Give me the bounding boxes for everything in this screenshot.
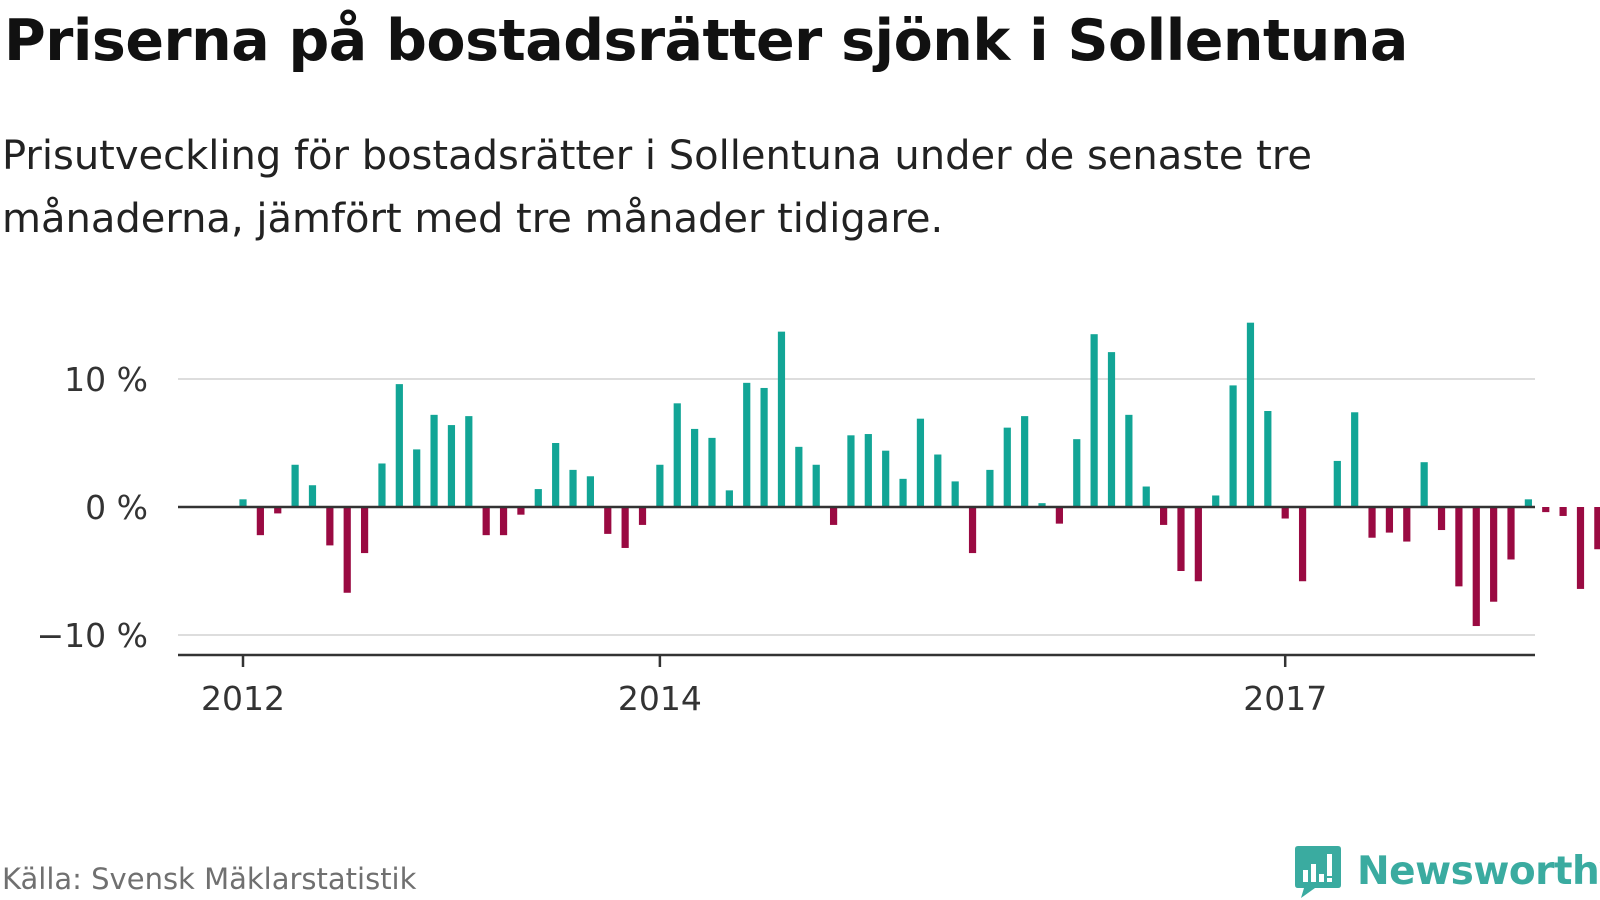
bar-positive (708, 437, 716, 507)
bar-negative (1177, 507, 1185, 571)
y-tick-label: −10 % (37, 616, 149, 655)
bar-positive (569, 469, 577, 507)
y-tick-label: 0 % (85, 488, 148, 527)
bar-positive (552, 443, 560, 507)
newsworthy-logo[interactable]: Newsworthy (1293, 843, 1600, 899)
bar-negative (1385, 507, 1394, 533)
bar-positive (1003, 427, 1011, 507)
newsworthy-chart-bubble-icon (1295, 846, 1341, 898)
bar-negative (1281, 507, 1289, 519)
bar-positive (760, 387, 768, 507)
bar-positive (777, 331, 786, 507)
bar-positive (1229, 385, 1237, 507)
bar-negative (1368, 507, 1376, 538)
bar-negative (343, 507, 351, 593)
bar-positive (899, 478, 907, 507)
bar-positive (725, 490, 733, 507)
bar-positive (951, 481, 959, 507)
bar-positive (795, 446, 803, 507)
bar-positive (864, 434, 872, 507)
bar-positive (656, 464, 664, 507)
x-tick-label: 2012 (201, 679, 285, 718)
bar-positive (1212, 495, 1220, 507)
bar-negative (1455, 507, 1463, 587)
bar-negative (517, 507, 525, 515)
bar-positive (673, 403, 681, 507)
bar-positive (1524, 499, 1532, 507)
bar-positive (986, 469, 994, 507)
bar-positive (239, 499, 247, 507)
bar-negative (1403, 507, 1411, 542)
bar-negative (256, 507, 264, 536)
bar-negative (1594, 507, 1600, 550)
bar-negative (1055, 507, 1063, 524)
bar-positive (743, 382, 751, 507)
bar-negative (1576, 507, 1585, 589)
bar-positive (1420, 462, 1428, 507)
bar-positive (1333, 460, 1341, 507)
bar-negative (482, 507, 490, 536)
chart-subtitle: Prisutveckling för bostadsrätter i Solle… (2, 133, 1312, 242)
bar-negative (621, 507, 629, 548)
bar-positive (1107, 352, 1116, 507)
bar-negative (604, 507, 612, 534)
bar-positive (413, 449, 421, 507)
bar-negative (1194, 507, 1202, 582)
bar-positive (1125, 414, 1133, 507)
x-tick-label: 2014 (618, 679, 702, 718)
bar-positive (1021, 416, 1029, 507)
bar-positive (534, 489, 542, 507)
bar-negative (638, 507, 647, 525)
bars (239, 322, 1600, 627)
bar-negative (1507, 507, 1515, 560)
brand-name: Newsworthy (1357, 848, 1600, 894)
bar-positive (1090, 334, 1098, 507)
bar-positive (934, 454, 942, 507)
bar-negative (1160, 507, 1168, 525)
bar-positive (847, 435, 855, 507)
bar-positive (1264, 411, 1272, 507)
source-note: Källa: Svensk Mäklarstatistik (2, 862, 417, 896)
bar-chart: 10 %0 %−10 %201220142017201920222024−5 % (37, 322, 1600, 718)
bar-positive (1038, 503, 1046, 507)
bar-negative (360, 507, 369, 554)
y-tick-label: 10 % (64, 360, 148, 399)
bar-positive (465, 416, 473, 507)
bar-positive (1142, 486, 1150, 507)
bar-negative (829, 507, 838, 525)
bar-positive (586, 476, 594, 507)
bar-positive (882, 450, 890, 507)
bar-negative (1472, 507, 1480, 627)
bar-positive (447, 425, 456, 507)
bar-positive (291, 464, 299, 507)
x-tick-label: 2017 (1243, 679, 1327, 718)
bar-positive (691, 428, 699, 507)
bar-positive (916, 418, 925, 507)
bar-positive (1351, 412, 1359, 507)
bar-negative (499, 507, 508, 536)
bar-positive (395, 384, 403, 507)
bar-negative (326, 507, 334, 546)
chart-title: Priserna på bostadsrätter sjönk i Sollen… (4, 8, 1408, 74)
gridlines (178, 378, 1535, 636)
bar-negative (1559, 507, 1567, 516)
bar-positive (378, 463, 386, 507)
bar-negative (274, 507, 282, 514)
bar-negative (968, 507, 977, 554)
bar-negative (1490, 507, 1498, 602)
bar-positive (812, 464, 820, 507)
bar-negative (1542, 507, 1550, 513)
bar-positive (1246, 322, 1255, 507)
bar-negative (1437, 507, 1446, 531)
bar-positive (1073, 439, 1081, 507)
bar-positive (430, 414, 438, 507)
axes: 10 %0 %−10 %201220142017201920222024−5 % (37, 360, 1535, 718)
bar-positive (308, 485, 317, 507)
bar-negative (1298, 507, 1307, 582)
